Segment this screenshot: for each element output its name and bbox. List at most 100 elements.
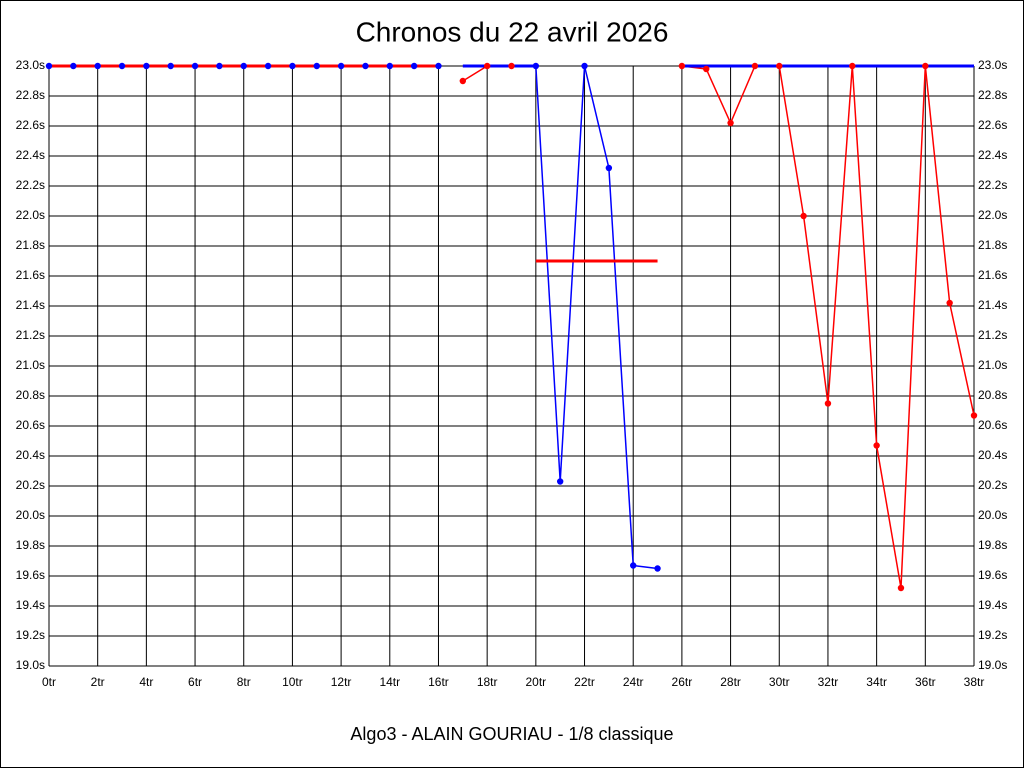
y2-tick-label: 20.8s <box>978 388 1007 402</box>
point <box>362 62 369 70</box>
y-tick-label: 19.0s <box>16 658 45 672</box>
x-tick-label: 30tr <box>769 675 790 689</box>
point <box>824 400 832 407</box>
point <box>483 62 491 70</box>
point <box>776 62 783 70</box>
y2-tick-label: 22.4s <box>978 148 1007 162</box>
y-tick-label: 22.0s <box>16 208 45 222</box>
y2-tick-label: 22.8s <box>978 88 1007 102</box>
x-tick-label: 34tr <box>866 675 887 689</box>
point <box>727 119 734 127</box>
point <box>216 62 223 70</box>
series-line <box>535 65 658 570</box>
y-tick-label: 19.8s <box>16 538 45 552</box>
point <box>922 62 929 70</box>
point <box>386 62 393 70</box>
point <box>532 62 540 70</box>
point <box>70 62 77 70</box>
x-tick-label: 0tr <box>42 675 56 689</box>
y2-tick-label: 22.2s <box>978 178 1007 192</box>
y2-tick-label: 20.6s <box>978 418 1007 432</box>
y2-tick-label: 21.8s <box>978 238 1007 252</box>
point <box>556 478 564 485</box>
y-tick-label: 20.0s <box>16 508 45 522</box>
y2-tick-label: 22.6s <box>978 118 1007 132</box>
point <box>800 212 807 220</box>
point <box>970 412 978 419</box>
point <box>751 62 759 70</box>
y-tick-label: 20.8s <box>16 388 45 402</box>
y2-tick-label: 22.0s <box>978 208 1007 222</box>
point <box>435 62 442 70</box>
point <box>167 62 174 70</box>
point <box>313 62 320 70</box>
x-tick-label: 10tr <box>282 675 303 689</box>
y2-tick-label: 21.0s <box>978 358 1007 372</box>
y-tick-label: 20.2s <box>16 478 45 492</box>
y-tick-label: 22.8s <box>16 88 45 102</box>
x-tick-label: 32tr <box>818 675 839 689</box>
point <box>264 62 272 70</box>
point <box>581 62 588 70</box>
y2-tick-label: 23.0s <box>978 58 1007 72</box>
y2-tick-label: 21.6s <box>978 268 1007 282</box>
x-tick-label: 18tr <box>477 675 498 689</box>
y-tick-label: 21.4s <box>16 298 45 312</box>
y-tick-label: 19.4s <box>16 598 45 612</box>
point <box>45 62 53 70</box>
point <box>678 62 686 70</box>
point <box>508 62 515 70</box>
point <box>143 62 150 70</box>
x-tick-label: 4tr <box>139 675 153 689</box>
x-tick-label: 28tr <box>720 675 741 689</box>
y-tick-label: 19.2s <box>16 628 45 642</box>
y-tick-label: 23.0s <box>16 58 45 72</box>
point <box>897 584 905 592</box>
x-tick-label: 16tr <box>428 675 449 689</box>
point <box>849 62 856 70</box>
y-tick-label: 21.0s <box>16 358 45 372</box>
point <box>459 77 467 85</box>
y2-tick-label: 21.4s <box>978 298 1007 312</box>
chart-title: Chronos du 22 avril 2026 <box>356 16 669 47</box>
y-tick-label: 22.2s <box>16 178 45 192</box>
y-tick-label: 20.6s <box>16 418 45 432</box>
y-tick-label: 21.6s <box>16 268 45 282</box>
y-tick-label: 22.4s <box>16 148 45 162</box>
y2-tick-label: 20.2s <box>978 478 1007 492</box>
chart-footer: Algo3 - ALAIN GOURIAU - 1/8 classique <box>350 724 673 744</box>
y2-tick-label: 20.0s <box>978 508 1007 522</box>
point <box>289 62 296 70</box>
y2-tick-label: 19.2s <box>978 628 1007 642</box>
x-tick-label: 24tr <box>623 675 644 689</box>
x-tick-label: 14tr <box>379 675 400 689</box>
y-tick-label: 21.2s <box>16 328 45 342</box>
point <box>337 62 345 70</box>
x-tick-label: 22tr <box>574 675 595 689</box>
x-tick-label: 6tr <box>188 675 202 689</box>
x-tick-label: 2tr <box>91 675 105 689</box>
x-tick-label: 36tr <box>915 675 936 689</box>
y2-tick-label: 19.0s <box>978 658 1007 672</box>
point <box>191 62 199 70</box>
y-tick-label: 20.4s <box>16 448 45 462</box>
x-tick-label: 26tr <box>672 675 693 689</box>
point <box>654 565 661 572</box>
x-tick-label: 12tr <box>331 675 352 689</box>
point <box>873 442 880 449</box>
point <box>94 62 101 70</box>
point <box>605 164 613 172</box>
y-tick-label: 22.6s <box>16 118 45 132</box>
point <box>240 62 247 70</box>
y-tick-label: 21.8s <box>16 238 45 252</box>
x-tick-label: 20tr <box>525 675 546 689</box>
point <box>946 299 953 307</box>
point <box>410 62 418 70</box>
point <box>118 62 126 70</box>
y2-tick-label: 20.4s <box>978 448 1007 462</box>
y2-tick-label: 21.2s <box>978 328 1007 342</box>
x-tick-label: 8tr <box>237 675 251 689</box>
x-tick-label: 38tr <box>964 675 985 689</box>
